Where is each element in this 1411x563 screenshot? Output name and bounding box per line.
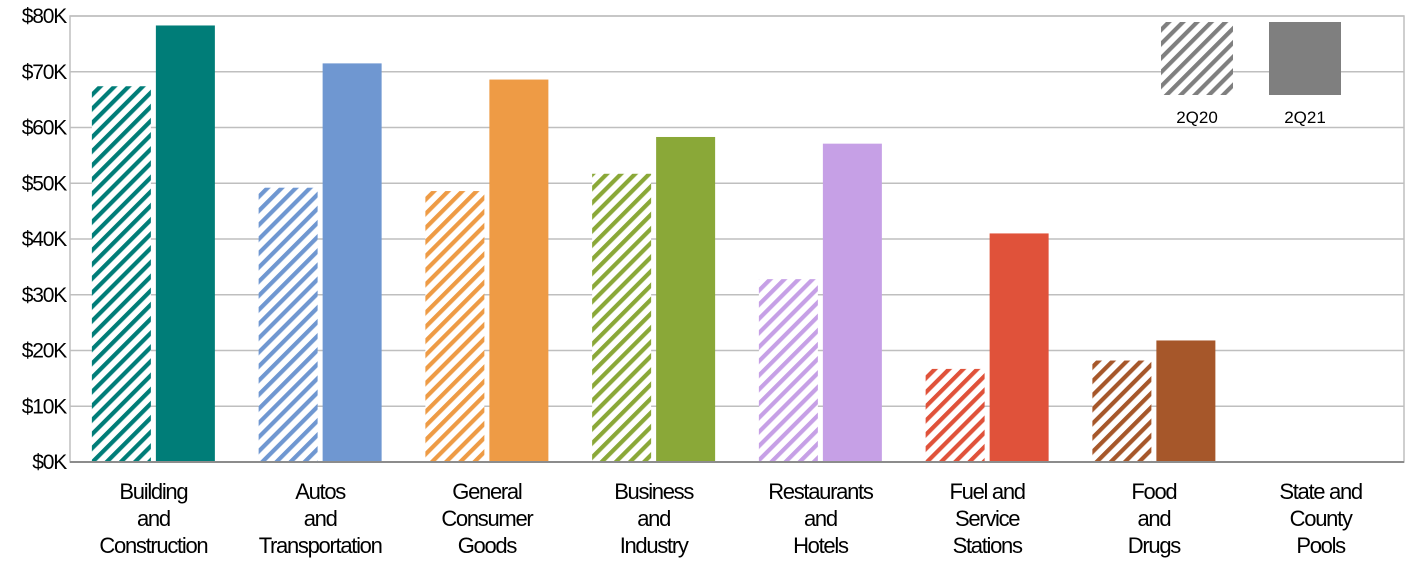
bar-2q21-1 — [322, 63, 382, 462]
legend-swatch-2q20 — [1161, 22, 1233, 95]
x-category-label: Business and Industry — [614, 479, 694, 558]
x-category-label: Autos and Transportation — [259, 479, 382, 558]
bar-2q21-4 — [822, 143, 882, 463]
legend-label: 2Q20 — [1176, 108, 1218, 127]
y-tick-label: $0K — [32, 451, 67, 474]
y-tick-label: $10K — [22, 395, 67, 418]
x-category-label: Fuel and Service Stations — [950, 479, 1025, 558]
y-tick-label: $30K — [22, 284, 67, 307]
bar-2q20-1 — [258, 187, 318, 462]
y-tick-label: $80K — [22, 5, 67, 28]
y-tick-label: $70K — [22, 61, 67, 84]
bar-2q20-4 — [758, 279, 818, 462]
legend-swatch-2q21 — [1269, 22, 1341, 95]
bar-2q21-3 — [656, 136, 716, 463]
bar-2q20-6 — [1092, 360, 1152, 462]
bar-2q21-0 — [155, 25, 215, 462]
bar-2q21-6 — [1156, 340, 1216, 462]
bar-2q20-0 — [91, 86, 151, 463]
bar-2q20-2 — [425, 191, 485, 462]
x-category-label: State and County Pools — [1279, 479, 1362, 558]
bar-2q21-5 — [989, 233, 1049, 462]
y-tick-label: $60K — [22, 117, 67, 140]
bar-2q20-5 — [925, 368, 985, 462]
x-category-label: Food and Drugs — [1128, 479, 1181, 558]
y-tick-label: $40K — [22, 228, 67, 251]
bar-2q21-2 — [489, 79, 549, 463]
legend: 2Q20 2Q21 — [1161, 22, 1341, 127]
axes: $0K $10K $20K $30K $40K $50K $60K $70K $80K Build… — [22, 5, 1404, 558]
bar-2q20-3 — [592, 173, 652, 462]
y-tick-label: $20K — [22, 340, 67, 363]
x-category-label: General Consumer Goods — [441, 479, 533, 558]
x-category-label: Restaurants and Hotels — [768, 479, 874, 558]
y-tick-label: $50K — [22, 172, 67, 195]
legend-label: 2Q21 — [1284, 108, 1326, 127]
x-category-label: Building and Construction — [99, 479, 207, 558]
bars — [91, 25, 1216, 463]
